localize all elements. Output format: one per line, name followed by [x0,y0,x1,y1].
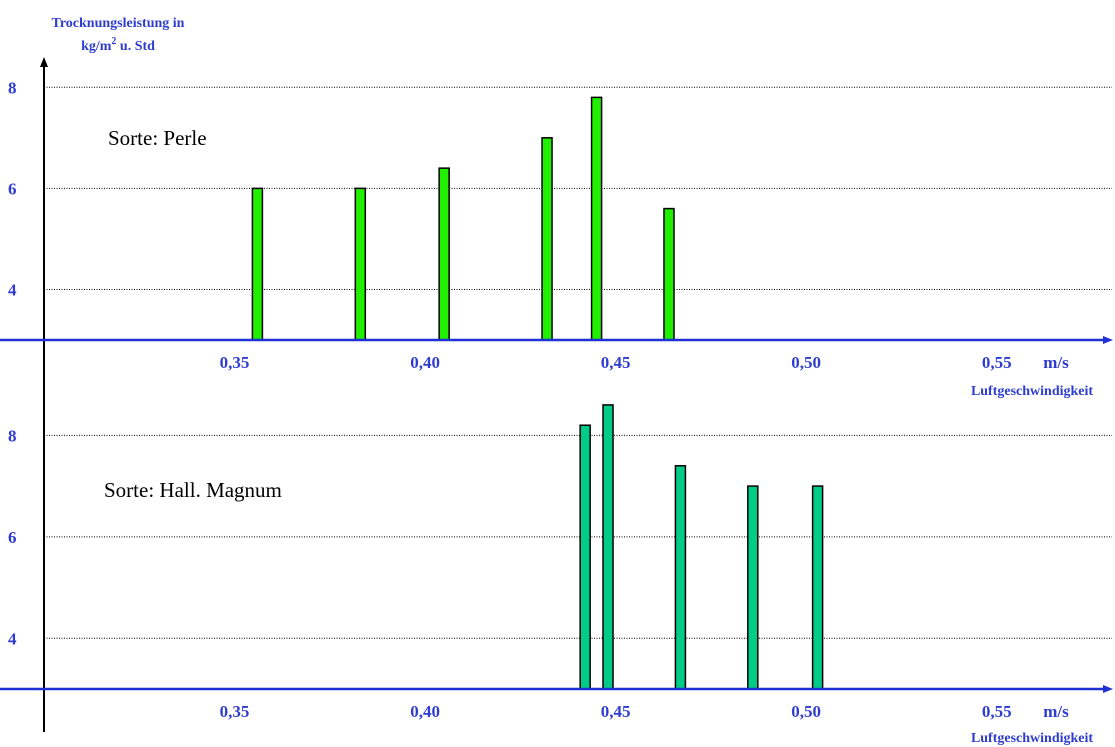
bar [354,187,367,341]
panel-2: 4 6 8 0,35 0,40 0,45 0,50 0,55 m/s Luftgeschwindi… [0,404,1113,746]
x-tick-label: 0,40 [410,702,440,721]
y-tick-label: 4 [8,629,17,648]
x-tick-label: 0,45 [601,702,631,721]
x-axis-unit: m/s [1043,353,1069,372]
bar [590,96,603,341]
y-tick-label: 4 [8,280,17,299]
y-tick-label: 6 [8,528,17,547]
bar [541,137,553,341]
x-tick-label: 0,45 [601,353,631,372]
y-axis-title-tail: u. Std [116,39,155,54]
y-tick-label: 8 [8,426,17,445]
bar [674,465,687,690]
bar [251,187,264,341]
x-tick-label: 0,35 [220,353,250,372]
panel-label: Sorte: Hall. Magnum [104,478,282,502]
x-axis-title: Luftgeschwindigkeit [971,384,1093,399]
panel-1: 4 6 8 0,35 0,40 0,45 0,50 0,55 m/s Luftgeschwindi… [0,78,1113,399]
x-tick-label: 0,35 [220,702,250,721]
chart-panels: 4 6 8 0,35 0,40 0,45 0,50 0,55 m/s Luftgeschwindi… [0,78,1113,746]
x-axis-title: Luftgeschwindigkeit [971,731,1093,746]
bar [579,424,591,690]
x-tick-label: 0,50 [791,353,821,372]
y-tick-label: 6 [8,179,17,198]
y-axis-title-sup: 2 [111,36,116,47]
y-axis-title-line2: kg/m2 u. Std [81,36,155,54]
x-tick-label: 0,55 [982,353,1012,372]
x-tick-label: 0,55 [982,702,1012,721]
x-tick-label: 0,40 [410,353,440,372]
bar [438,167,450,341]
y-axis-title-unit: kg/m [81,39,112,54]
y-tick-label: 8 [8,78,17,97]
bar [747,485,759,690]
bar [663,207,675,341]
bar [811,485,824,690]
x-tick-label: 0,50 [791,702,821,721]
y-axis-title-line1: Trocknungsleistung in [52,16,185,31]
y-axis-title: Trocknungsleistung in kg/m2 u. Std [52,16,185,54]
x-axis-unit: m/s [1043,702,1069,721]
panel-label: Sorte: Perle [108,126,207,150]
bar [602,404,614,690]
